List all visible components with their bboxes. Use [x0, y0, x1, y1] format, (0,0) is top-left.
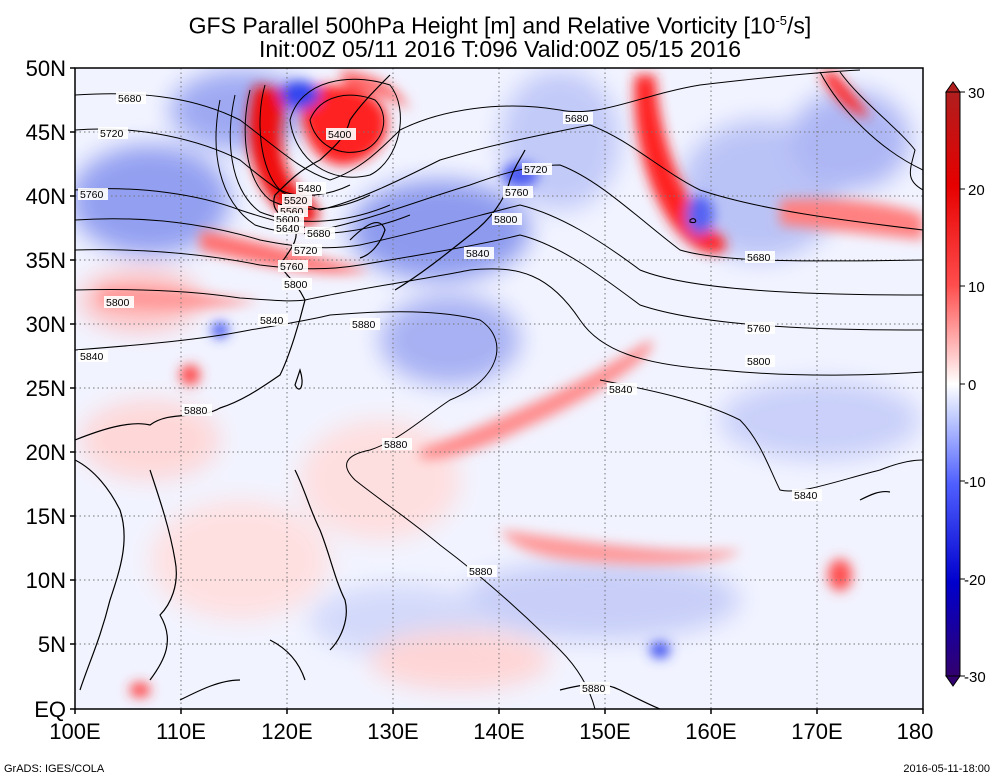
contour-label: 5800: [284, 279, 308, 291]
colorbar-label: -30: [964, 669, 986, 686]
vorticity-field: 5680 5720 5760 5800 5840 5880 5400 5480 …: [75, 68, 923, 709]
grid-lines: [75, 68, 923, 709]
contour-label: 5880: [384, 439, 408, 451]
contour-label: 5720: [524, 164, 548, 176]
colorbar-label: -20: [964, 572, 986, 589]
footer-credit: GrADS: IGES/COLA: [4, 763, 105, 775]
lat-label: 35N: [26, 248, 66, 273]
lat-label: 5N: [38, 632, 66, 657]
contour-label: 5840: [260, 315, 284, 327]
lat-label: EQ: [34, 697, 66, 722]
contour-label: 5880: [184, 405, 208, 417]
contour-label: 5800: [106, 297, 130, 309]
lon-label: 130E: [367, 719, 418, 744]
lon-label: 100E: [49, 719, 100, 744]
colorbar-label: 0: [968, 377, 976, 394]
contour-label: 5680: [565, 113, 589, 125]
contour-label: 5680: [307, 228, 331, 240]
footer-timestamp: 2016-05-11-18:00: [903, 763, 990, 775]
contour-label: 5480: [298, 183, 322, 195]
longitude-labels: 100E 110E 120E 130E 140E 150E 160E 170E …: [49, 719, 933, 744]
contour-label: 5760: [505, 187, 529, 199]
colorbar-label: 20: [968, 182, 985, 199]
contour-label: 5720: [100, 128, 124, 140]
map-title-line1: GFS Parallel 500hPa Height [m] and Relat…: [188, 12, 812, 39]
contour-label: 5800: [747, 356, 771, 368]
colorbar-label: 10: [968, 279, 985, 296]
contour-label: 5840: [794, 490, 818, 502]
contour-label: 5680: [747, 252, 771, 264]
contour-label: 5880: [352, 319, 376, 331]
contour-label: 5880: [469, 566, 493, 578]
contour-label: 5800: [494, 214, 518, 226]
lat-label: 50N: [26, 56, 66, 81]
contour-label: 5680: [118, 93, 142, 105]
map-title-line2: Init:00Z 05/11 2016 T:096 Valid:00Z 05/1…: [258, 36, 742, 62]
lat-label: 30N: [26, 312, 66, 337]
contour-label: 5760: [80, 189, 104, 201]
lon-label: 110E: [156, 719, 206, 744]
contour-label: 5880: [582, 683, 606, 695]
lat-label: 15N: [26, 504, 66, 529]
lon-label: 140E: [473, 719, 524, 744]
lat-label: 20N: [26, 440, 66, 465]
colorbar-label: -10: [964, 474, 986, 491]
lon-label: 120E: [261, 719, 312, 744]
contour-label: 5840: [609, 384, 633, 396]
contour-labels: 5680 5720 5760 5800 5840 5880 5400 5480 …: [78, 92, 822, 695]
contour-label: 5760: [747, 323, 771, 335]
lon-label: 160E: [685, 719, 736, 744]
contour-label: 5520: [284, 195, 308, 207]
lat-label: 10N: [26, 568, 66, 593]
contour-label: 5400: [328, 129, 352, 141]
contour-label: 5640: [276, 223, 300, 235]
colorbar: 30 20 10 0 -10 -20 -30: [945, 81, 986, 687]
contour-label: 5840: [80, 351, 104, 363]
contour-label: 5720: [294, 245, 318, 257]
latitude-labels: 50N 45N 40N 35N 30N 25N 20N 15N 10N 5N E…: [26, 56, 66, 722]
lat-label: 40N: [26, 184, 66, 209]
contour-label: 5760: [280, 261, 304, 273]
contour-label: 5840: [466, 248, 490, 260]
lat-label: 45N: [26, 120, 66, 145]
lat-label: 25N: [26, 376, 66, 401]
lon-label: 180: [897, 719, 934, 744]
colorbar-label: 30: [968, 85, 985, 102]
lon-label: 150E: [579, 719, 630, 744]
lon-label: 170E: [791, 719, 842, 744]
